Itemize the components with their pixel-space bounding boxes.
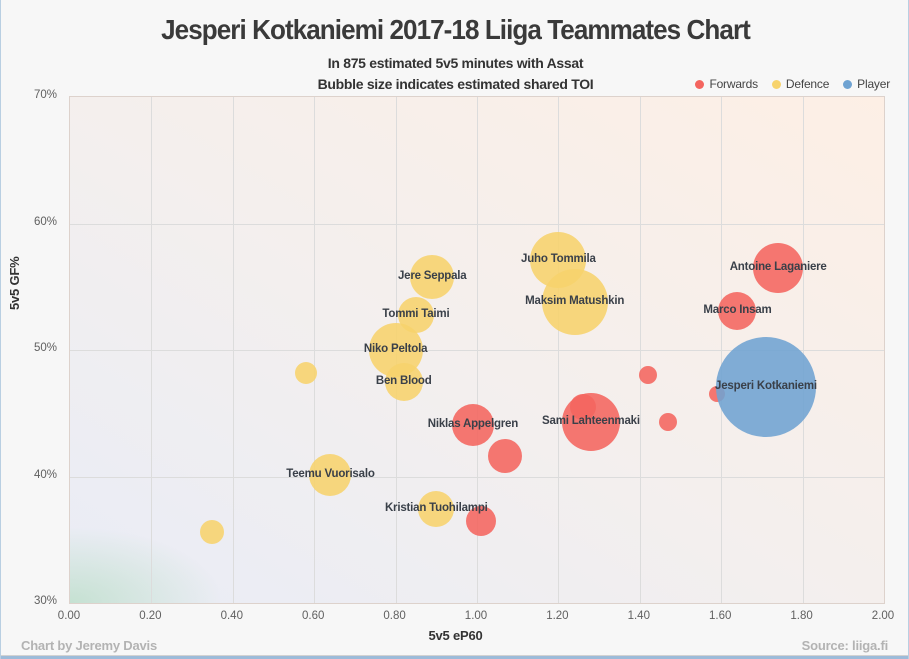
y-tick-label: 50% (33, 342, 57, 354)
forwards-dot-icon (695, 79, 705, 89)
legend-item-player[interactable]: Player (843, 77, 890, 91)
defence-dot-icon (771, 79, 781, 89)
legend-label-forwards: Forwards (709, 77, 758, 91)
bubble-sami-lahteenmaki[interactable] (561, 393, 620, 452)
bubble[interactable] (200, 520, 225, 545)
legend-item-forwards[interactable]: Forwards (695, 77, 758, 91)
legend: Forwards Defence Player (695, 77, 890, 91)
plot-corner-tint (70, 528, 220, 603)
legend-label-player: Player (857, 77, 890, 91)
bubble[interactable] (295, 361, 318, 384)
x-tick-label: 2.00 (871, 610, 895, 622)
y-gridline (70, 350, 884, 351)
x-tick-label: 1.80 (790, 610, 813, 622)
bubble-antoine-laganiere[interactable] (753, 242, 804, 293)
y-axis-title: 5v5 GF% (7, 256, 22, 310)
x-tick-label: 0.00 (57, 610, 81, 622)
bubble-ben-blood[interactable] (384, 362, 423, 401)
bubble-jere-seppala[interactable] (410, 254, 455, 299)
plot-area: Jere Seppala Juho Tommila Tommi Taimi Maksi… (69, 96, 885, 604)
bubble-niklas-appelgren[interactable] (451, 403, 494, 446)
x-tick-label: 0.80 (383, 610, 406, 622)
bottom-accent-bar (1, 656, 908, 659)
y-tick-label: 40% (33, 468, 57, 481)
y-gridline (70, 223, 884, 225)
legend-item-defence[interactable]: Defence (771, 77, 830, 91)
x-tick-label: 0.20 (139, 610, 162, 622)
x-tick-label: 1.60 (708, 610, 732, 622)
footer-divider (1, 655, 908, 656)
y-tick-label: 30% (33, 595, 57, 607)
chart-source: Source: liiga.fi (801, 638, 889, 653)
chart-credit: Chart by Jeremy Davis (21, 638, 157, 653)
x-axis-title: 5v5 eP60 (428, 628, 483, 643)
y-tick-label: 60% (33, 215, 57, 228)
x-tick-label: 0.40 (220, 610, 243, 622)
x-tick-label: 1.40 (627, 610, 650, 622)
bubble-maksim-matushkin[interactable] (541, 268, 608, 335)
bubble-jesperi-kotkaniemi[interactable] (715, 336, 816, 437)
chart-subtitle-minutes: In 875 estimated 5v5 minutes with Assat (327, 55, 584, 71)
x-tick-label: 1.20 (546, 610, 569, 622)
x-tick-label: 1.00 (464, 610, 488, 622)
x-tick-label: 0.60 (301, 610, 325, 622)
bubble-teemu-vuorisalo[interactable] (309, 454, 352, 497)
bubble-marco-insam[interactable] (718, 291, 757, 330)
y-tick-label: 70% (33, 89, 57, 101)
player-dot-icon (843, 79, 853, 89)
bubble-kristian-tuohilampi[interactable] (418, 491, 455, 528)
bubble[interactable] (466, 505, 497, 536)
legend-label-defence: Defence (785, 77, 830, 91)
chart-title: Jesperi Kotkaniemi 2017-18 Liiga Teammat… (161, 14, 751, 45)
bubble[interactable] (638, 366, 657, 385)
y-gridline (70, 476, 884, 478)
bubble[interactable] (488, 439, 523, 474)
chart-subtitle-bubble-size: Bubble size indicates estimated shared T… (317, 76, 594, 92)
bubble[interactable] (659, 413, 678, 432)
